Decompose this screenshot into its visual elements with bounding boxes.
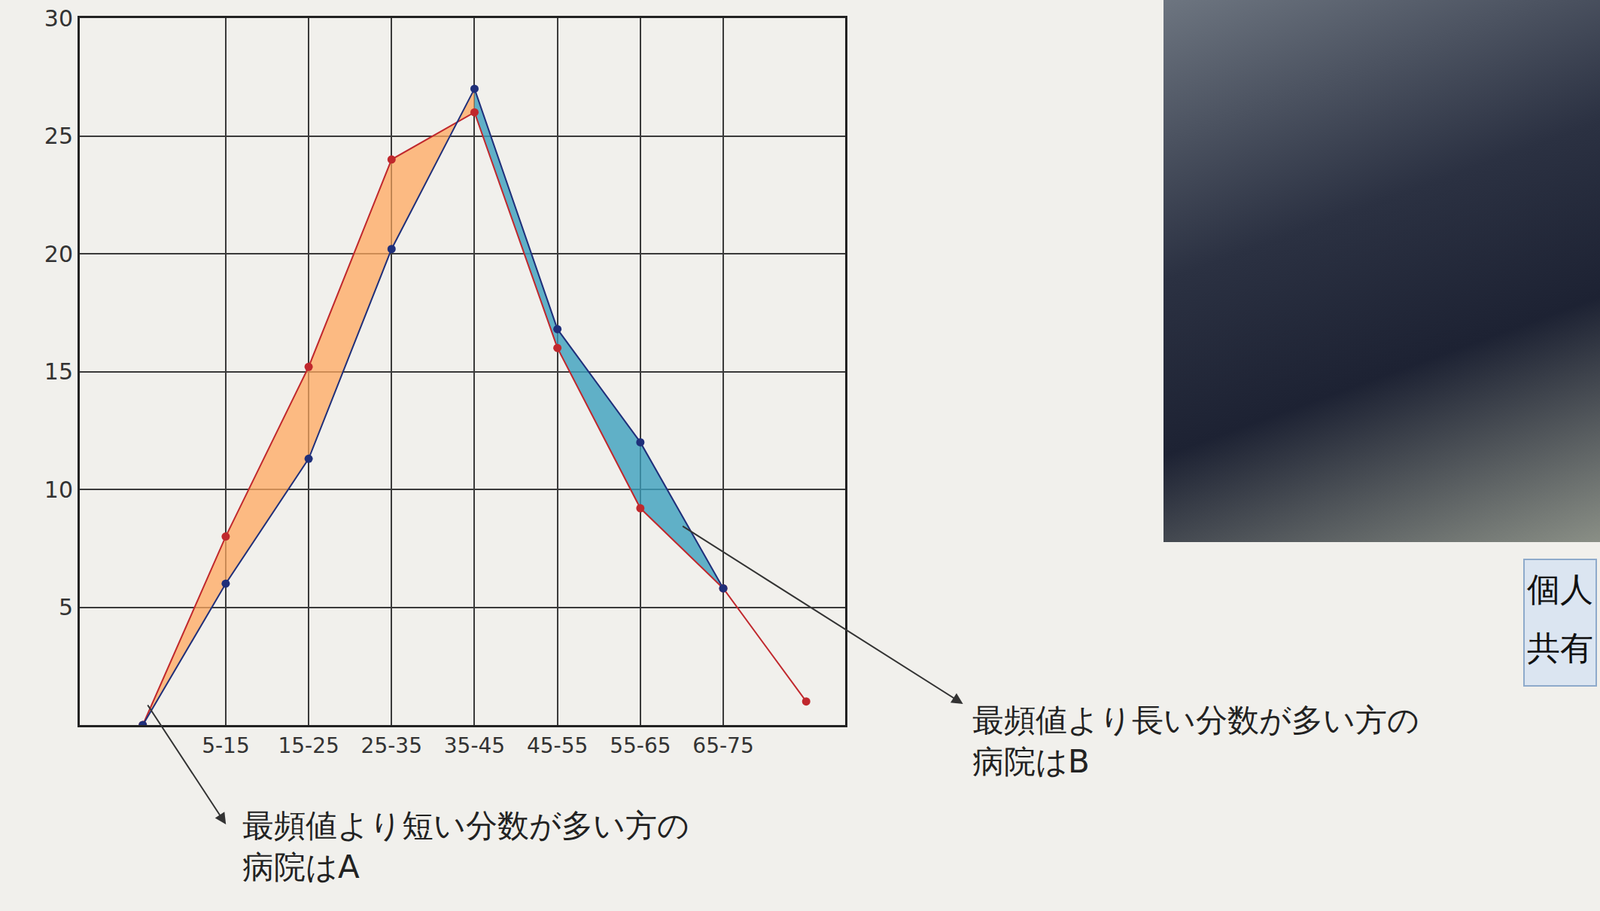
- svg-text:10: 10: [44, 476, 74, 503]
- svg-text:45-55: 45-55: [526, 733, 588, 758]
- svg-text:35-45: 35-45: [444, 733, 505, 758]
- html-text:個人: 個人: [1526, 569, 1594, 609]
- svg-text:15: 15: [44, 358, 74, 385]
- svg-text:65-75: 65-75: [692, 733, 754, 758]
- svg-text:25-35: 25-35: [361, 733, 423, 758]
- svg-text:55-65: 55-65: [609, 733, 671, 758]
- svg-text:最頻値より長い分数が多い方の病院はB: 最頻値より長い分数が多い方の病院はB: [972, 701, 1420, 780]
- svg-text:25: 25: [44, 122, 74, 150]
- svg-text:30: 30: [44, 5, 74, 32]
- svg-text:5-15: 5-15: [201, 733, 250, 758]
- svg-text:15-25: 15-25: [277, 733, 339, 758]
- svg-text:最頻値より短い分数が多い方の病院はA: 最頻値より短い分数が多い方の病院はA: [242, 806, 690, 886]
- svg-text:5: 5: [58, 593, 74, 621]
- svg-text:20: 20: [44, 240, 74, 268]
- html-text:共有: 共有: [1526, 628, 1594, 667]
